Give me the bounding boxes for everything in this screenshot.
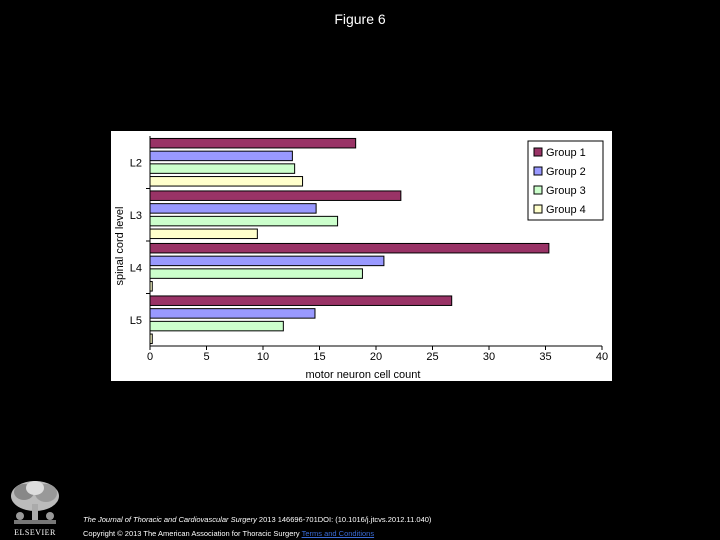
bar-l5-group-2 [149, 308, 316, 319]
tree-icon [6, 478, 64, 528]
legend-label-group-4: Group 4 [546, 204, 586, 216]
legend-swatch-group-3 [533, 185, 543, 195]
legend-label-group-3: Group 3 [546, 185, 586, 197]
bar-l2-group-4 [149, 176, 304, 187]
journal-name: The Journal of Thoracic and Cardiovascul… [83, 515, 257, 524]
bar-l3-group-1 [149, 190, 402, 201]
legend-label-group-1: Group 1 [546, 147, 586, 159]
citation-line: The Journal of Thoracic and Cardiovascul… [83, 515, 431, 524]
x-tick-label-30: 30 [483, 351, 495, 363]
bar-l3-group-3 [149, 215, 339, 227]
bar-l4-group-1 [149, 242, 550, 254]
x-tick-label-10: 10 [257, 351, 269, 363]
x-tick-label-25: 25 [426, 351, 438, 363]
bar-l4-group-3 [149, 268, 363, 279]
x-tick-label-20: 20 [370, 351, 382, 363]
y-tick-label-l2: L2 [130, 157, 142, 169]
bar-l5-group-3 [149, 320, 284, 332]
terms-and-conditions-link[interactable]: Terms and Conditions [301, 529, 375, 538]
figure-panel: L2 L3 L4 L5 0 5 10 15 20 25 30 35 40 spinal cord le… [111, 131, 612, 381]
x-tick-label-35: 35 [539, 351, 551, 363]
bar-l2-group-1 [149, 137, 357, 149]
bar-chart: L2 L3 L4 L5 0 5 10 15 20 25 30 35 40 spinal cord le… [114, 136, 608, 381]
legend-swatch-group-1 [533, 147, 543, 157]
y-tick-label-l5: L5 [130, 315, 142, 327]
x-tick-label-0: 0 [147, 351, 153, 363]
legend: Group 1 Group 2 Group 3 Group 4 [527, 140, 604, 221]
publisher-logo-text: ELSEVIER [14, 528, 56, 537]
y-tick-label-l4: L4 [130, 262, 142, 274]
bar-l4-group-2 [149, 255, 385, 267]
y-axis-label: spinal cord level [114, 207, 126, 286]
bar-l2-group-2 [149, 150, 293, 162]
bar-l3-group-2 [149, 203, 317, 214]
y-tick-label-l3: L3 [130, 210, 142, 222]
x-tick-label-15: 15 [313, 351, 325, 363]
copyright-line: Copyright © 2013 The American Associatio… [83, 529, 374, 538]
bar-l5-group-1 [149, 295, 453, 306]
elsevier-logo: ELSEVIER [6, 478, 64, 538]
citation-text: 2013 146696-701DOI: (10.1016/j.jtcvs.201… [256, 515, 432, 524]
copyright-text: Copyright © 2013 The American Associatio… [83, 529, 302, 538]
legend-label-group-2: Group 2 [546, 166, 586, 178]
legend-swatch-group-2 [533, 166, 543, 176]
bar-l2-group-3 [149, 163, 296, 174]
x-tick-label-5: 5 [203, 351, 209, 363]
figure-title: Figure 6 [334, 11, 386, 27]
x-axis-label: motor neuron cell count [306, 369, 421, 381]
legend-swatch-group-4 [533, 204, 543, 214]
x-tick-label-40: 40 [596, 351, 608, 363]
bar-l3-group-4 [149, 228, 258, 240]
